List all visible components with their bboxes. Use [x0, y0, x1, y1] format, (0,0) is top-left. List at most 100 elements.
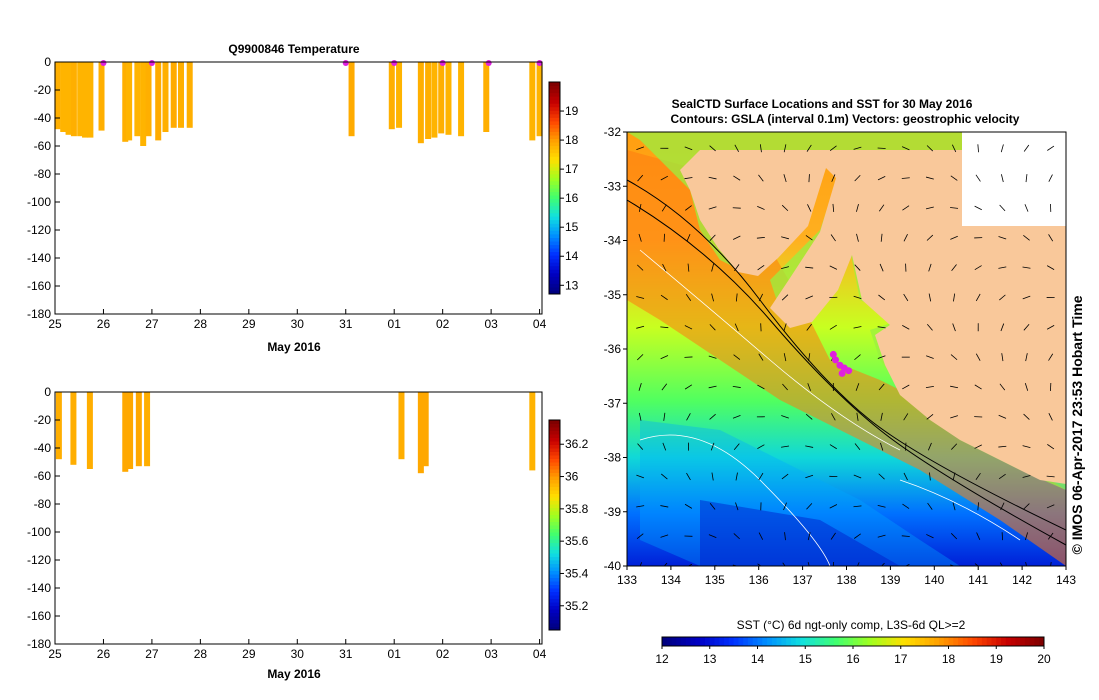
velocity-vector — [660, 505, 669, 508]
colorbar-segment — [549, 623, 560, 627]
velocity-vector — [878, 204, 885, 212]
velocity-vector — [831, 413, 836, 421]
velocity-vector — [903, 234, 908, 242]
lon-tick-label: 133 — [617, 573, 637, 587]
colorbar-segment — [549, 458, 560, 463]
velocity-vector — [854, 264, 861, 271]
profile-bar — [54, 62, 61, 130]
velocity-vector — [781, 266, 790, 270]
x-tick-label: 30 — [291, 317, 305, 331]
velocity-vector — [806, 323, 812, 331]
velocity-vector — [660, 473, 668, 480]
colorbar-segment — [549, 156, 560, 161]
colorbar-segment — [549, 188, 560, 193]
colorbar-segment — [747, 637, 754, 646]
latitude-axis: -32 -33 -34 -35 -36 -37 -38 -39 -40 — [604, 125, 627, 573]
y-tick-label: -160 — [27, 609, 51, 623]
colorbar-segment — [943, 637, 949, 646]
velocity-vector — [830, 532, 836, 540]
colorbar-segment — [767, 637, 773, 646]
colorbar-segment — [549, 563, 560, 568]
colorbar-segment — [549, 191, 560, 196]
velocity-vector — [783, 144, 787, 153]
velocity-vector — [732, 415, 741, 419]
y-tick-label: -20 — [34, 83, 52, 97]
colorbar-segment — [549, 248, 560, 253]
velocity-vector — [781, 445, 790, 448]
velocity-vector — [1022, 475, 1031, 478]
x-tick-label: 26 — [97, 317, 111, 331]
profile-bar — [135, 392, 142, 467]
profile-bar — [348, 62, 355, 137]
velocity-vector — [636, 296, 645, 299]
colorbar-tick-label: 35.8 — [565, 502, 589, 516]
velocity-vector — [639, 562, 643, 566]
colorbar-segment — [977, 637, 983, 646]
velocity-vector — [1050, 561, 1052, 566]
cast-marker — [439, 60, 446, 66]
velocity-vector — [856, 233, 859, 242]
colorbar-segment — [1010, 637, 1016, 646]
velocity-vector — [904, 564, 910, 566]
colorbar-segment — [549, 216, 560, 221]
colorbar-segment — [549, 567, 560, 571]
colorbar-segment — [549, 591, 560, 596]
colorbar-segment — [549, 581, 560, 585]
colorbar-segment — [843, 637, 849, 646]
colorbar-segment — [549, 120, 560, 125]
velocity-vector — [711, 263, 715, 272]
profile-bar — [122, 62, 129, 142]
temperature-y-axis: 0 -20 -40 -60 -80 -100 -120 -140 -160 -180 — [27, 55, 60, 321]
colorbar-segment — [549, 444, 560, 449]
velocity-vector — [783, 174, 787, 183]
colorbar-segment — [953, 637, 959, 646]
velocity-vector — [685, 293, 692, 301]
colorbar-segment — [549, 626, 560, 631]
x-tick-label: 01 — [388, 647, 402, 661]
velocity-vector — [832, 561, 835, 566]
colorbar-segment — [800, 637, 806, 646]
profile-bar — [86, 392, 93, 469]
colorbar-segment — [549, 528, 560, 533]
lon-tick-label: 142 — [1012, 573, 1032, 587]
lat-tick-label: -37 — [604, 396, 622, 410]
velocity-vector — [638, 412, 642, 421]
velocity-vector — [857, 562, 860, 566]
colorbar-segment — [549, 609, 560, 613]
profile-bar — [186, 62, 193, 128]
velocity-vector — [781, 236, 790, 240]
lat-tick-label: -39 — [604, 505, 622, 519]
velocity-vector — [782, 383, 788, 391]
colorbar-segment — [549, 290, 560, 295]
colorbar-segment — [549, 584, 560, 589]
colorbar-segment — [549, 127, 560, 132]
colorbar-segment — [549, 451, 560, 456]
y-tick-label: -120 — [27, 553, 51, 567]
colorbar-segment — [549, 532, 560, 536]
colorbar-segment — [549, 233, 560, 238]
colorbar-segment — [938, 637, 945, 646]
velocity-vector — [880, 442, 884, 451]
lon-tick-label: 143 — [1056, 573, 1076, 587]
colorbar-segment — [549, 434, 560, 438]
colorbar-segment — [549, 549, 560, 554]
velocity-vector — [710, 442, 715, 451]
cast-marker — [485, 60, 492, 66]
colorbar-segment — [549, 514, 560, 519]
velocity-vector — [807, 562, 810, 566]
colorbar-tick-label: 35.2 — [565, 599, 589, 613]
velocity-vector — [976, 532, 981, 540]
colorbar-segment — [549, 560, 560, 564]
colorbar-segment — [886, 637, 892, 646]
colorbar-segment — [549, 427, 560, 431]
colorbar-segment — [549, 539, 560, 543]
profile-bar — [536, 62, 543, 137]
colorbar-segment — [829, 637, 835, 646]
colorbar-segment — [549, 82, 560, 87]
colorbar-segment — [709, 637, 716, 646]
sst-field — [627, 132, 1066, 566]
velocity-vector — [660, 326, 669, 329]
colorbar-segment — [895, 637, 902, 646]
colorbar-segment — [776, 637, 782, 646]
velocity-vector — [711, 472, 714, 481]
